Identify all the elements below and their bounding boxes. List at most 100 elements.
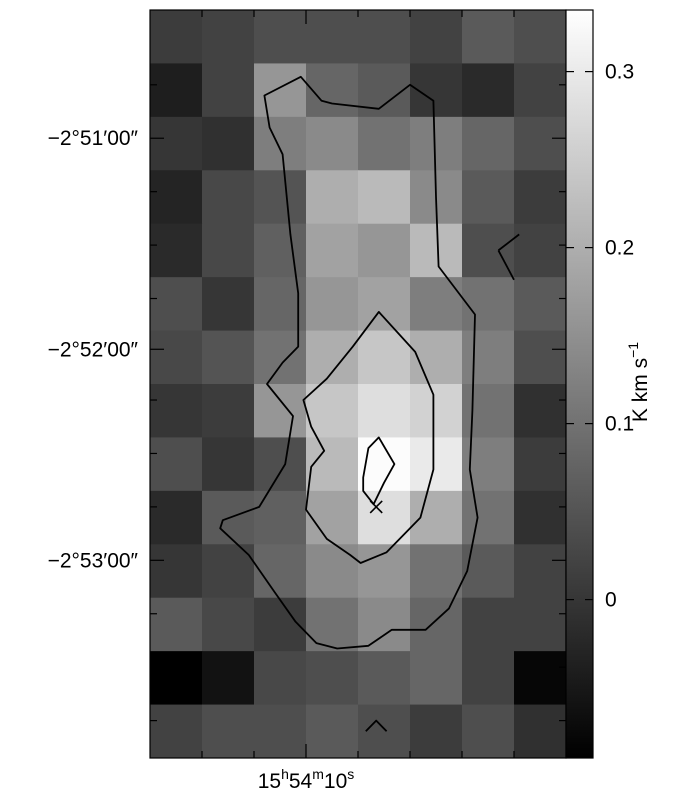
map-cell bbox=[306, 704, 359, 759]
source-marker-cross bbox=[369, 500, 383, 514]
map-cell bbox=[410, 704, 463, 759]
map-cell bbox=[410, 116, 463, 171]
map-cell bbox=[462, 651, 515, 706]
y-axis-labels: −2°51′00″ −2°52′00″ −2°53′00″ bbox=[48, 127, 139, 572]
map-cell bbox=[358, 170, 411, 225]
map-cell bbox=[150, 704, 203, 759]
map-cell bbox=[514, 223, 567, 278]
map-cell bbox=[150, 63, 203, 118]
map-cell bbox=[358, 10, 411, 64]
map-cell bbox=[306, 597, 359, 652]
map-cell bbox=[202, 223, 255, 278]
colorbar-tick-label: 0.1 bbox=[605, 413, 634, 436]
map-cell bbox=[202, 63, 255, 118]
map-cell bbox=[150, 223, 203, 278]
map-cell bbox=[462, 277, 515, 332]
map-cell bbox=[358, 116, 411, 171]
map-cell bbox=[254, 490, 307, 545]
colorbar-tick-label: 0 bbox=[605, 589, 617, 612]
map-cell bbox=[410, 330, 463, 385]
map-cell bbox=[150, 384, 203, 438]
map-cell bbox=[150, 544, 203, 599]
map-cell bbox=[514, 544, 567, 599]
map-cell bbox=[514, 330, 567, 385]
map-cell bbox=[306, 651, 359, 706]
y-tick-label: −2°53′00″ bbox=[48, 549, 139, 572]
map-cell bbox=[254, 116, 307, 171]
map-cell bbox=[150, 10, 203, 64]
map-cell bbox=[202, 330, 255, 385]
colorbar-tick-label: 0.2 bbox=[605, 237, 634, 260]
map-cell bbox=[514, 277, 567, 332]
map-cell bbox=[306, 330, 359, 385]
map-cell bbox=[358, 704, 411, 759]
marker-layer bbox=[369, 500, 383, 514]
map-cell bbox=[306, 277, 359, 332]
map-ticks bbox=[150, 10, 566, 758]
map-cell bbox=[462, 116, 515, 171]
map-cell bbox=[410, 10, 463, 64]
x-tick-label: 15h54m10s bbox=[258, 766, 355, 793]
contour-line bbox=[497, 249, 515, 281]
contour-line bbox=[362, 436, 396, 506]
map-cell bbox=[254, 170, 307, 225]
colorbar-label: K km s−1 bbox=[625, 342, 652, 422]
map-cell bbox=[306, 384, 359, 438]
map-cell bbox=[358, 384, 411, 438]
map-cell bbox=[202, 10, 255, 64]
colorbar-gradient bbox=[565, 9, 594, 759]
contour-line bbox=[497, 233, 520, 252]
map-cell bbox=[254, 704, 307, 759]
map-cell bbox=[254, 544, 307, 599]
map-cell bbox=[150, 651, 203, 706]
map-cell bbox=[150, 597, 203, 652]
map-cell bbox=[306, 490, 359, 545]
map-cell bbox=[150, 116, 203, 171]
map-cell bbox=[150, 170, 203, 225]
map-cell bbox=[462, 63, 515, 118]
map-cell bbox=[462, 490, 515, 545]
map-cell bbox=[254, 10, 307, 64]
map-cell bbox=[462, 170, 515, 225]
y-tick-label: −2°51′00″ bbox=[48, 127, 139, 150]
map-cell bbox=[202, 116, 255, 171]
colorbar: 0.3 0.2 0.1 0 K km s−1 bbox=[565, 9, 652, 759]
map-cell bbox=[202, 651, 255, 706]
map-cell bbox=[462, 384, 515, 438]
map-cell bbox=[358, 330, 411, 385]
map-cell bbox=[306, 544, 359, 599]
map-cell bbox=[410, 437, 463, 492]
contour-line bbox=[302, 310, 435, 564]
map-cell bbox=[202, 597, 255, 652]
contour-layer bbox=[219, 75, 520, 732]
map-cell bbox=[150, 490, 203, 545]
map-cell bbox=[306, 10, 359, 64]
map-cell bbox=[410, 277, 463, 332]
colorbar-ticks bbox=[566, 70, 593, 601]
colorbar-tick-labels: 0.3 0.2 0.1 0 bbox=[605, 61, 634, 612]
map-cell bbox=[202, 170, 255, 225]
map-cell bbox=[514, 116, 567, 171]
map-cell bbox=[306, 437, 359, 492]
map-cell bbox=[306, 223, 359, 278]
map-cell bbox=[514, 651, 567, 706]
map-cell bbox=[462, 223, 515, 278]
map-cell bbox=[202, 277, 255, 332]
map-cell bbox=[254, 223, 307, 278]
map-cell bbox=[306, 116, 359, 171]
map-cell bbox=[410, 384, 463, 438]
map-cell bbox=[410, 597, 463, 652]
y-tick-label: −2°52′00″ bbox=[48, 338, 139, 361]
map-cell bbox=[358, 651, 411, 706]
map-cell bbox=[358, 223, 411, 278]
map-cell bbox=[306, 63, 359, 118]
map-cell bbox=[306, 170, 359, 225]
contour-line bbox=[219, 75, 479, 650]
map-cell bbox=[514, 704, 567, 759]
map-cell bbox=[150, 330, 203, 385]
map-cell bbox=[150, 437, 203, 492]
map-cell bbox=[514, 170, 567, 225]
map-cell bbox=[462, 330, 515, 385]
map-cell bbox=[514, 10, 567, 64]
